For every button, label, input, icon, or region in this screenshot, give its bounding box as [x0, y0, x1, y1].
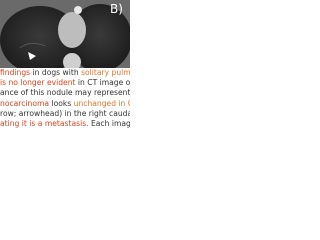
text: row; arrowhead) in the right caudal lobe… [0, 108, 130, 118]
highlight: findings [0, 68, 31, 77]
text: ance of this nodule may represent a resp… [0, 88, 130, 98]
text: in dogs with [30, 68, 82, 77]
text: in CT image obtaine [77, 78, 130, 88]
screenshot: B) findings in dogs with solitary pulmon… [0, 0, 130, 130]
caption: findings in dogs with solitary pulmonary… [0, 68, 130, 129]
text: Each image is displayed [90, 118, 130, 128]
caption-line: ance of this nodule may represent a resp… [0, 88, 130, 98]
highlight: unchanged in CT image obt [73, 98, 130, 108]
caption-line: is no longer evident in CT image obtaine [0, 78, 130, 88]
ct-image: B) [0, 0, 130, 68]
caption-line: row; arrowhead) in the right caudal lobe… [0, 109, 130, 119]
highlight: nocarcinoma [0, 98, 50, 108]
highlight: is no longer evident [0, 78, 76, 88]
caption-line: nocarcinoma looks unchanged in CT image … [0, 99, 130, 109]
highlight: ating it is a metastasis. [0, 118, 89, 128]
mediastinum [58, 12, 86, 48]
caption-line: findings in dogs with solitary pulmonary… [0, 68, 130, 78]
highlight: solitary pulmonary nodul [81, 68, 130, 77]
spine [63, 53, 81, 68]
text: looks [49, 98, 74, 108]
vessel-line [19, 42, 46, 49]
vessel [74, 6, 82, 14]
arrowhead [28, 52, 36, 60]
caption-line: ating it is a metastasis. Each image is … [0, 119, 130, 129]
figure-label: B) [110, 2, 123, 16]
